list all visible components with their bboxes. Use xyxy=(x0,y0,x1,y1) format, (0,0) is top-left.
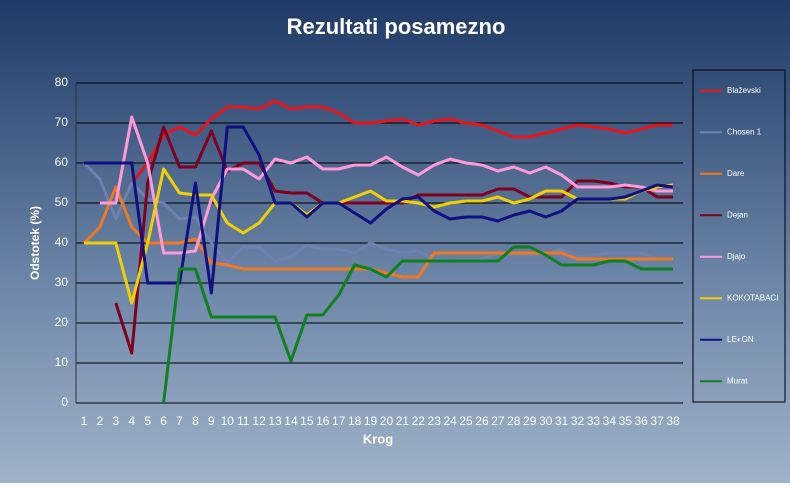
legend-label: Murat xyxy=(727,376,748,385)
series-line xyxy=(130,99,673,184)
x-tick-label: 7 xyxy=(176,414,183,428)
series-line xyxy=(84,167,674,305)
x-tick-label: 13 xyxy=(268,414,282,428)
x-tick-label: 34 xyxy=(603,414,617,428)
x-tick-label: 38 xyxy=(666,414,680,428)
legend-label: Djajo xyxy=(727,252,746,261)
chart-title: Rezultati posamezno xyxy=(287,14,506,39)
x-tick-label: 12 xyxy=(252,414,266,428)
x-tick-label: 21 xyxy=(396,414,410,428)
x-tick-label: 2 xyxy=(97,414,104,428)
legend-label: Dare xyxy=(727,169,745,178)
x-tick-label: 26 xyxy=(475,414,489,428)
x-tick-label: 20 xyxy=(380,414,394,428)
x-tick-label: 31 xyxy=(555,414,569,428)
x-tick-label: 23 xyxy=(428,414,442,428)
x-tick-label: 32 xyxy=(571,414,585,428)
x-tick-label: 22 xyxy=(412,414,426,428)
x-tick-label: 24 xyxy=(443,414,457,428)
y-tick-label: 60 xyxy=(55,155,69,169)
x-axis-title: Krog xyxy=(363,431,393,446)
x-tick-label: 33 xyxy=(587,414,601,428)
legend-label: KOKOTABACI xyxy=(727,293,778,302)
y-tick-label: 50 xyxy=(55,195,69,209)
x-tick-label: 14 xyxy=(284,414,298,428)
x-tick-label: 3 xyxy=(112,414,119,428)
y-tick-label: 10 xyxy=(55,355,69,369)
series-line xyxy=(84,125,674,295)
x-tick-label: 6 xyxy=(160,414,167,428)
x-tick-label: 8 xyxy=(192,414,199,428)
y-axis-title: Odstotek (%) xyxy=(28,206,42,280)
x-tick-label: 16 xyxy=(316,414,330,428)
x-tick-label: 4 xyxy=(128,414,135,428)
series-line xyxy=(82,161,673,265)
y-tick-label: 70 xyxy=(55,115,69,129)
x-tick-label: 11 xyxy=(237,414,250,428)
x-tick-label: 5 xyxy=(144,414,151,428)
x-tick-label: 36 xyxy=(634,414,648,428)
x-tick-label: 37 xyxy=(650,414,664,428)
legend-label: LE◐ON xyxy=(727,335,754,344)
x-tick-label: 9 xyxy=(208,414,215,428)
series-line xyxy=(82,185,673,279)
y-tick-label: 30 xyxy=(55,275,69,289)
x-tick-label: 30 xyxy=(539,414,553,428)
x-tick-label: 17 xyxy=(332,414,346,428)
y-tick-label: 40 xyxy=(55,235,69,249)
x-tick-label: 15 xyxy=(300,414,314,428)
x-tick-label: 1 xyxy=(81,414,88,428)
legend-label: Blaževski xyxy=(727,86,761,95)
series-line xyxy=(162,245,673,404)
series-line xyxy=(99,115,673,255)
x-tick-label: 18 xyxy=(348,414,362,428)
x-tick-label: 28 xyxy=(507,414,521,428)
x-tick-label: 27 xyxy=(491,414,505,428)
x-tick-label: 35 xyxy=(619,414,633,428)
y-tick-label: 20 xyxy=(55,315,69,329)
x-tick-label: 19 xyxy=(364,414,378,428)
x-tick-label: 10 xyxy=(221,414,235,428)
legend-box xyxy=(692,69,786,403)
legend-label: Dejan xyxy=(727,210,748,219)
x-tick-label: 29 xyxy=(523,414,537,428)
y-tick-label: 80 xyxy=(55,75,69,89)
x-tick-label: 25 xyxy=(459,414,473,428)
y-tick-label: 0 xyxy=(61,395,68,409)
legend-label: Chosen 1 xyxy=(727,127,762,136)
